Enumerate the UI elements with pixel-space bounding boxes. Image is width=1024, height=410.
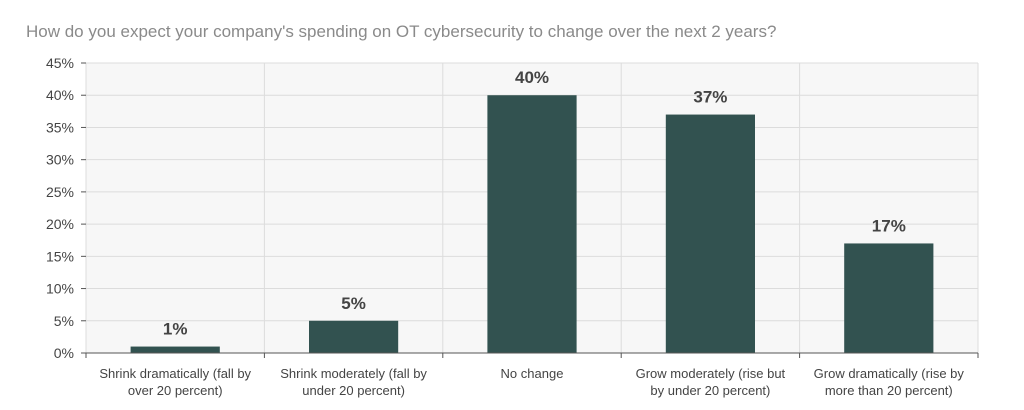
data-label: 37% xyxy=(693,88,727,107)
x-tick-label: No change xyxy=(501,366,564,381)
bar xyxy=(665,114,755,353)
y-tick-label: 0% xyxy=(54,345,74,361)
x-tick-label: over 20 percent) xyxy=(128,383,223,398)
x-tick-label: Shrink moderately (fall by xyxy=(280,366,427,381)
x-tick-label: under 20 percent) xyxy=(302,383,405,398)
chart-title: How do you expect your company's spendin… xyxy=(26,22,777,41)
x-axis-labels: Shrink dramatically (fall by over 20 perc… xyxy=(85,353,979,398)
bar xyxy=(130,346,220,353)
x-tick-label: Grow dramatically (rise by xyxy=(814,366,965,381)
bar xyxy=(487,95,577,353)
y-tick-label: 35% xyxy=(46,119,74,135)
x-tick-label: by under 20 percent) xyxy=(650,383,770,398)
data-labels: 1% 5% 40% 37% 17% xyxy=(163,68,906,338)
y-tick-label: 45% xyxy=(46,55,74,71)
x-tick-label: Grow moderately (rise but xyxy=(636,366,786,381)
y-tick-label: 15% xyxy=(46,248,74,264)
x-tick-label: Shrink dramatically (fall by xyxy=(99,366,251,381)
y-tick-label: 30% xyxy=(46,152,74,168)
y-tick-label: 25% xyxy=(46,184,74,200)
data-label: 5% xyxy=(341,294,366,313)
bars xyxy=(130,95,934,353)
data-label: 17% xyxy=(872,216,906,235)
data-label: 40% xyxy=(515,68,549,87)
bar xyxy=(844,243,934,353)
bar xyxy=(309,320,399,353)
y-tick-label: 5% xyxy=(54,313,74,329)
data-label: 1% xyxy=(163,320,188,339)
y-axis-ticks: 0% 5% 10% 15% 20% 25% 30% 35% 40% 45% xyxy=(46,55,86,361)
y-tick-label: 40% xyxy=(46,87,74,103)
x-tick-label: more than 20 percent) xyxy=(825,383,953,398)
y-tick-label: 10% xyxy=(46,281,74,297)
y-tick-label: 20% xyxy=(46,216,74,232)
